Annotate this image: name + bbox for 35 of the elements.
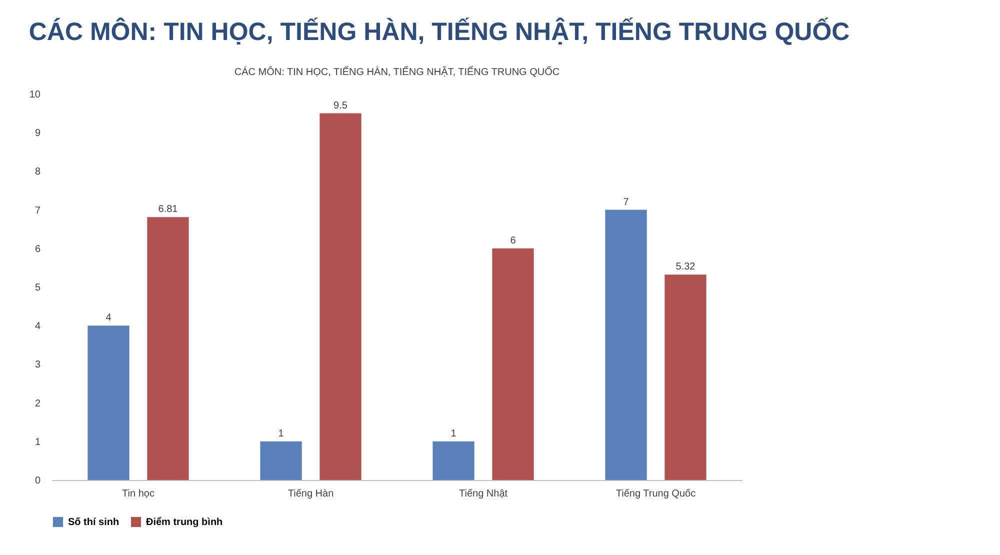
legend-label: Số thí sinh bbox=[68, 517, 120, 528]
bar bbox=[432, 441, 474, 480]
y-tick-label: 9 bbox=[34, 128, 41, 140]
data-label: 9.5 bbox=[334, 100, 348, 112]
y-tick-label: 3 bbox=[34, 360, 41, 371]
bar bbox=[147, 217, 189, 480]
bar bbox=[260, 441, 302, 480]
chart-title: CÁC MÔN: TIN HỌC, TIẾNG HÀN, TIẾNG NHẬT, TIẾNG TRUNG QUỐC bbox=[28, 17, 850, 46]
bar bbox=[664, 274, 706, 480]
data-label: 6.81 bbox=[158, 204, 178, 216]
y-tick-label: 10 bbox=[29, 90, 41, 100]
data-label: 6 bbox=[510, 235, 516, 246]
data-label: 1 bbox=[450, 428, 457, 440]
bar bbox=[88, 326, 130, 480]
y-tick-label: 2 bbox=[34, 398, 41, 410]
data-label: 7 bbox=[623, 196, 630, 208]
y-tick-label: 0 bbox=[34, 476, 41, 486]
data-label: 1 bbox=[278, 428, 284, 440]
x-tick-label: Tiếng Hàn bbox=[288, 488, 334, 500]
y-tick-label: 5 bbox=[34, 282, 41, 294]
x-tick-label: Tiếng Nhật bbox=[458, 488, 508, 500]
x-tick-label: Tin học bbox=[122, 488, 154, 500]
bar bbox=[492, 248, 534, 480]
chart-subtitle: CÁC MÔN: TIN HỌC, TIẾNG HÀN, TIẾNG NHẬT, TIẾNG TRUNG QUỐC bbox=[234, 66, 560, 78]
data-label: 4 bbox=[106, 312, 112, 324]
y-tick-label: 6 bbox=[34, 244, 41, 255]
bar bbox=[320, 113, 362, 480]
y-tick-label: 8 bbox=[34, 166, 41, 178]
x-tick-label: Tiếng Trung Quốc bbox=[616, 488, 696, 500]
data-label: 5.32 bbox=[676, 262, 696, 273]
y-tick-label: 4 bbox=[34, 321, 41, 332]
y-tick-label: 1 bbox=[34, 436, 41, 448]
bar bbox=[605, 210, 647, 480]
y-tick-label: 7 bbox=[34, 205, 41, 216]
legend-label: Điểm trung bình bbox=[146, 516, 223, 528]
